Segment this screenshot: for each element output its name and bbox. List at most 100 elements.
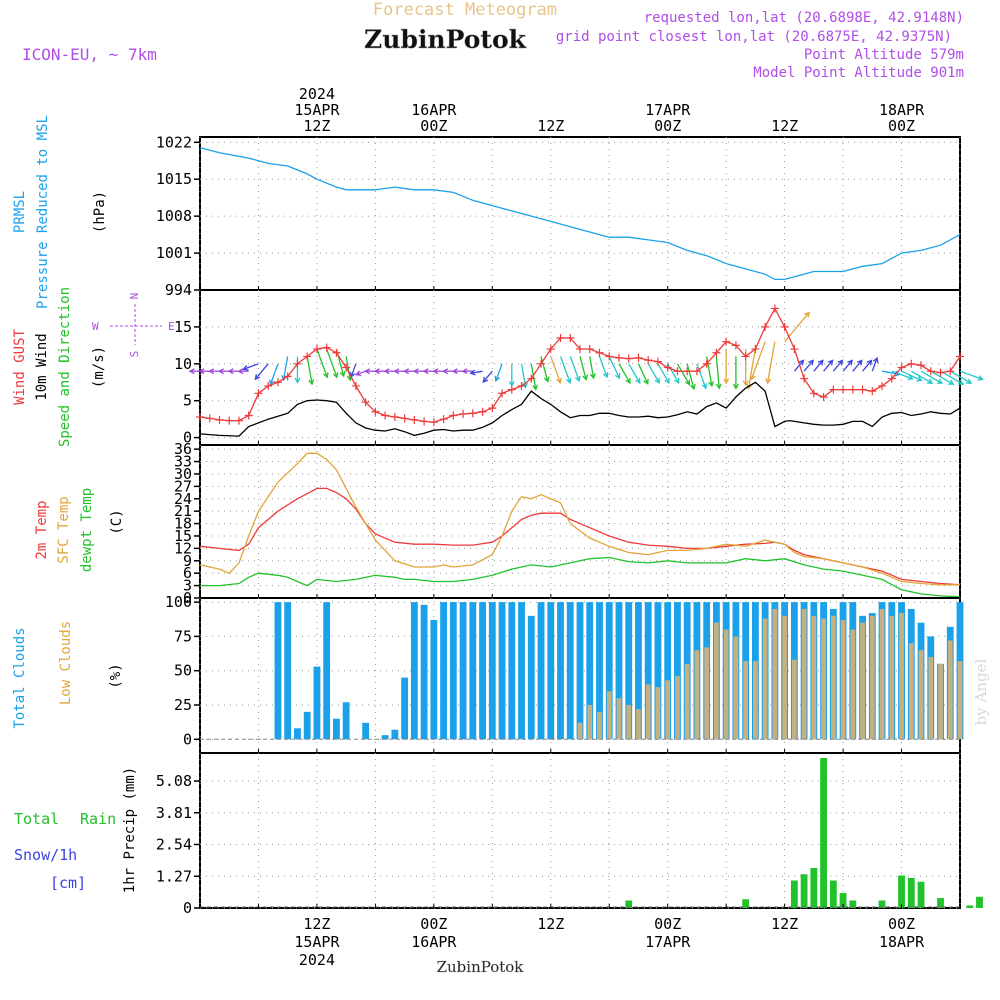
wind-arrow-head (927, 378, 934, 384)
pressure-grid (199, 137, 961, 291)
wind-arrow-head (339, 371, 346, 378)
precip-frame (199, 752, 961, 909)
y-tick-label: 5 (183, 392, 192, 410)
total-cloud-bar (547, 602, 555, 740)
gust-marker (956, 352, 964, 361)
low-cloud-bar (869, 615, 875, 740)
wind-arrow-head (451, 368, 458, 375)
precip-bar (907, 878, 915, 908)
wind-arrow-head (494, 375, 501, 382)
clouds-panel: 0 25 50 75 100 Total Clouds Low Clouds (%) b… (12, 593, 990, 754)
top-time-label: 00Z (654, 117, 681, 135)
precip-bar (790, 880, 798, 908)
gust-marker (205, 414, 214, 423)
gust-marker (244, 411, 253, 420)
compass-east: E (168, 320, 175, 333)
gust-marker (926, 367, 935, 376)
gust-marker (595, 348, 604, 357)
wind-arrow-head (237, 368, 244, 375)
low-cloud-bar (889, 615, 895, 740)
wind-arrow-head (808, 359, 814, 366)
wind-arrow-shaft (920, 370, 943, 384)
wind-arrow-shaft (243, 363, 259, 370)
pressure-unit: (hPa) (92, 191, 108, 233)
wind-arrow-head (872, 356, 879, 364)
y-tick-label: 0 (183, 589, 192, 607)
gust-marker (702, 359, 711, 368)
wind-arrow-head (936, 378, 943, 384)
gust-marker (507, 385, 516, 394)
bottom-time-label: 15APR (294, 933, 340, 951)
wind-arrow-shaft (715, 356, 720, 389)
low-cloud-bar (791, 659, 797, 740)
total-cloud-bar (566, 602, 574, 740)
y-tick-label: 2.54 (156, 836, 192, 854)
wind-arrow-head (701, 383, 708, 390)
temp-unit: (C) (109, 509, 125, 534)
wind-arrow-head (966, 378, 973, 384)
low-cloud-bar (811, 615, 817, 740)
top-time-label: 00Z (420, 117, 447, 135)
gust-marker (897, 363, 906, 372)
gust-marker (907, 359, 916, 368)
wind-arrow-head (373, 368, 380, 375)
compass-north: N (128, 293, 141, 300)
low-cloud-bar (665, 680, 671, 740)
temp-sfc-line (199, 452, 960, 586)
wind-arrow-head (403, 368, 410, 375)
low-clouds-label: Low Clouds (58, 621, 74, 705)
wind-arrow-head (217, 368, 224, 375)
bottom-time-label: 12Z (303, 915, 330, 933)
wind-arrow-head (817, 359, 824, 366)
wind-arrow-shaft (813, 360, 824, 372)
gust-marker (673, 367, 682, 376)
wind-direction-arrows (188, 311, 984, 391)
model-label: ICON-EU, ~ 7km (22, 45, 157, 64)
wind-arrow-shaft (823, 360, 834, 372)
precip-rain-label: Rain (80, 810, 116, 828)
total-cloud-bar (644, 602, 652, 740)
precip-grid (199, 753, 961, 909)
wind-arrow-head (383, 368, 390, 375)
precip-bar (742, 899, 750, 908)
wind-arrow-shaft (852, 360, 863, 372)
bottom-time-label: 00Z (888, 915, 915, 933)
gust-marker (390, 412, 399, 421)
total-cloud-bar (401, 677, 409, 740)
wind-arrow-shaft (495, 363, 503, 381)
total-cloud-bar (381, 735, 389, 740)
precip-bar (849, 900, 857, 908)
total-cloud-bar (605, 602, 613, 740)
gust-marker (634, 353, 643, 362)
wind-arrow-head (332, 372, 339, 379)
bottom-time-label: 00Z (654, 915, 681, 933)
low-cloud-bar (928, 656, 934, 740)
gust-marker (839, 385, 848, 394)
y-tick-label: 1001 (156, 244, 192, 262)
top-time-label: 2024 (299, 85, 335, 103)
precip-bar (800, 874, 808, 908)
total-cloud-bar (664, 602, 672, 740)
temperature-grid (199, 445, 961, 599)
low-cloud-bar (577, 722, 583, 740)
pressure-label-msl: Pressure Reduced to MSL (35, 115, 51, 309)
wind-arrow-shaft (470, 370, 483, 374)
wind-arrow-shaft (747, 348, 757, 389)
gust-marker (731, 341, 740, 350)
y-tick-label: 12 (174, 539, 192, 557)
y-tick-label: 9 (183, 552, 192, 570)
gust-marker (351, 381, 360, 390)
gust-marker (273, 378, 282, 387)
total-cloud-bar (274, 602, 282, 740)
precip-snow-label: Snow/1h (14, 846, 77, 864)
y-tick-label: 3 (183, 577, 192, 595)
clouds-unit: (%) (108, 663, 124, 688)
top-time-label: 16APR (411, 101, 457, 119)
low-cloud-bar (587, 704, 593, 740)
wind-arrow-head (732, 383, 739, 390)
footer-location: ZubinPotok (437, 958, 525, 976)
title-text: Forecast Meteogram (373, 0, 557, 20)
total-cloud-bar (420, 604, 428, 740)
